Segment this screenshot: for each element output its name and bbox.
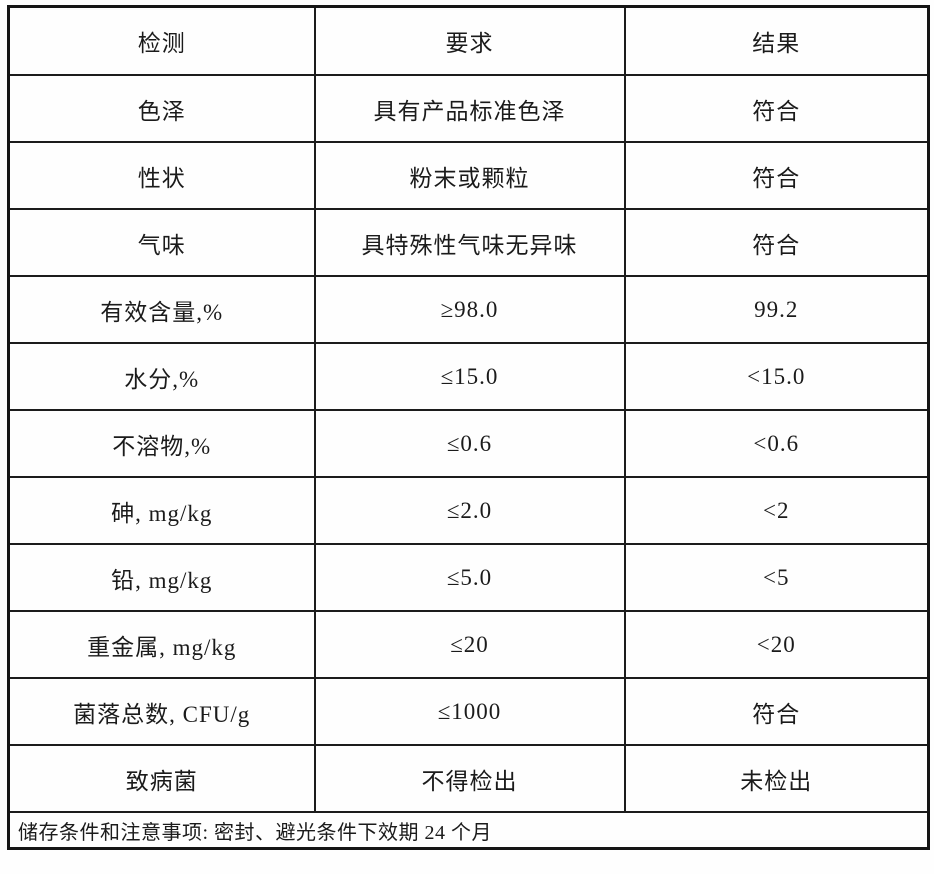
cell-test: 重金属, mg/kg: [7, 610, 316, 679]
cell-result: 符合: [623, 141, 930, 210]
cell-requirement: ≤0.6: [313, 409, 626, 478]
cell-test: 铅, mg/kg: [7, 543, 316, 612]
table-row: 不溶物,% ≤0.6 <0.6: [7, 409, 930, 478]
cell-result: <5: [623, 543, 930, 612]
column-header-requirement: 要求: [313, 5, 626, 76]
cell-result: <20: [623, 610, 930, 679]
table-row: 菌落总数, CFU/g ≤1000 符合: [7, 677, 930, 746]
table-row: 致病菌 不得检出 未检出: [7, 744, 930, 813]
cell-requirement: ≤20: [313, 610, 626, 679]
cell-result: 符合: [623, 74, 930, 143]
table-row: 重金属, mg/kg ≤20 <20: [7, 610, 930, 679]
storage-note: 储存条件和注意事项: 密封、避光条件下效期 24 个月: [7, 811, 930, 850]
cell-result: <15.0: [623, 342, 930, 411]
cell-requirement: ≤15.0: [313, 342, 626, 411]
cell-test: 有效含量,%: [7, 275, 316, 344]
cell-requirement: ≤5.0: [313, 543, 626, 612]
cell-test: 气味: [7, 208, 316, 277]
cell-requirement: ≥98.0: [313, 275, 626, 344]
table-row: 砷, mg/kg ≤2.0 <2: [7, 476, 930, 545]
cell-test: 不溶物,%: [7, 409, 316, 478]
cell-requirement: 粉末或颗粒: [313, 141, 626, 210]
cell-requirement: 不得检出: [313, 744, 626, 813]
table-row: 水分,% ≤15.0 <15.0: [7, 342, 930, 411]
table-row: 铅, mg/kg ≤5.0 <5: [7, 543, 930, 612]
table-footer-row: 储存条件和注意事项: 密封、避光条件下效期 24 个月: [7, 811, 930, 850]
table-row: 性状 粉末或颗粒 符合: [7, 141, 930, 210]
column-header-test: 检测: [7, 5, 316, 76]
cell-test: 水分,%: [7, 342, 316, 411]
cell-result: 99.2: [623, 275, 930, 344]
table-row: 有效含量,% ≥98.0 99.2: [7, 275, 930, 344]
cell-result: 未检出: [623, 744, 930, 813]
cell-test: 致病菌: [7, 744, 316, 813]
cell-result: <0.6: [623, 409, 930, 478]
qc-spec-table: 检测 要求 结果 色泽 具有产品标准色泽 符合 性状 粉末或颗粒 符合 气味 具…: [7, 5, 930, 850]
cell-requirement: 具有产品标准色泽: [313, 74, 626, 143]
cell-requirement: 具特殊性气味无异味: [313, 208, 626, 277]
cell-result: 符合: [623, 677, 930, 746]
cell-result: 符合: [623, 208, 930, 277]
cell-test: 色泽: [7, 74, 316, 143]
table-header-row: 检测 要求 结果: [7, 5, 930, 76]
column-header-result: 结果: [623, 5, 930, 76]
table-row: 色泽 具有产品标准色泽 符合: [7, 74, 930, 143]
cell-test: 性状: [7, 141, 316, 210]
cell-requirement: ≤1000: [313, 677, 626, 746]
cell-result: <2: [623, 476, 930, 545]
cell-requirement: ≤2.0: [313, 476, 626, 545]
cell-test: 砷, mg/kg: [7, 476, 316, 545]
cell-test: 菌落总数, CFU/g: [7, 677, 316, 746]
table-row: 气味 具特殊性气味无异味 符合: [7, 208, 930, 277]
